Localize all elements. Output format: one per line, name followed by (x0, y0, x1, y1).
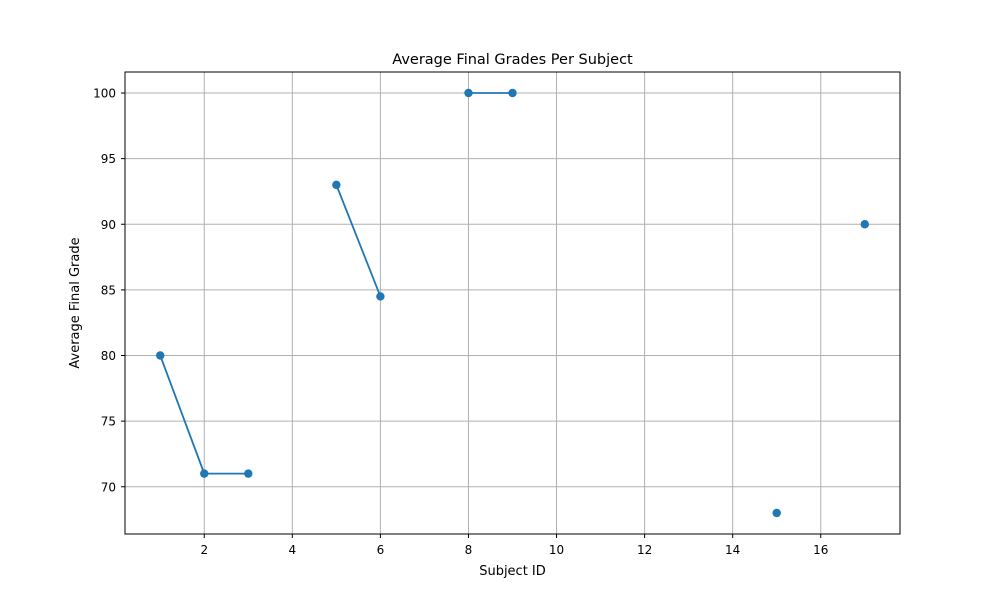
y-tick-label: 85 (101, 283, 116, 297)
x-tick-label: 12 (637, 543, 652, 557)
x-axis-label: Subject ID (479, 564, 546, 579)
x-tick-label: 2 (200, 543, 208, 557)
y-tick-label: 95 (101, 152, 116, 166)
chart-title: Average Final Grades Per Subject (392, 52, 633, 68)
data-point (860, 220, 869, 229)
tick-layer: 2 4 6 8 10 12 14 16 70 75 80 85 90 95 100 (93, 87, 828, 558)
data-point (772, 508, 781, 518)
data-point (244, 469, 253, 478)
y-axis-label: Average Final Grade (68, 237, 83, 368)
data-point (332, 180, 341, 190)
y-tick-label: 90 (101, 218, 116, 232)
series-layer (156, 88, 869, 518)
data-point (376, 292, 385, 301)
series-line-segment (335, 183, 382, 298)
data-point (156, 351, 165, 360)
data-point (508, 88, 517, 98)
data-point (464, 88, 473, 98)
plot-frame (124, 71, 901, 535)
y-tick-label: 100 (93, 87, 116, 101)
grid-layer (125, 72, 900, 534)
y-tick-label: 70 (101, 480, 116, 494)
y-tick-label: 75 (101, 415, 116, 429)
x-tick-label: 14 (725, 543, 740, 557)
x-tick-label: 16 (813, 543, 828, 557)
y-tick-label: 80 (101, 349, 116, 363)
x-tick-label: 4 (289, 543, 297, 557)
x-tick-label: 10 (549, 543, 564, 557)
data-point (200, 469, 209, 478)
x-tick-label: 8 (465, 543, 473, 557)
x-tick-label: 6 (377, 543, 385, 557)
